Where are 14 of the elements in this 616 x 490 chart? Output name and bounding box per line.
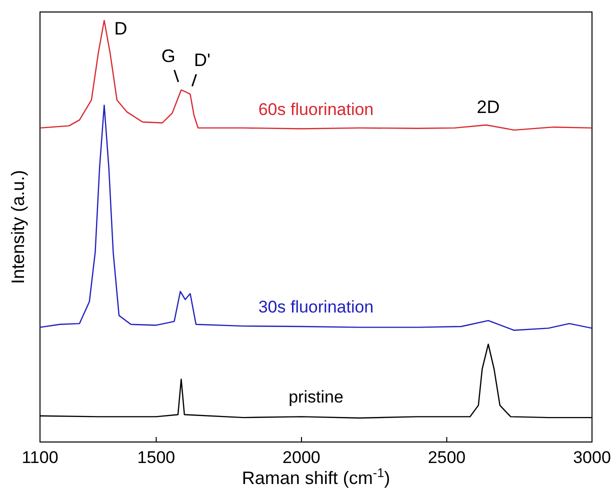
series-label: 60s fluorination: [258, 100, 374, 119]
annotation: 2D: [476, 96, 500, 117]
annotation: D: [114, 18, 128, 38]
x-tick-label: 2500: [428, 448, 466, 468]
x-tick-label: 3000: [573, 448, 611, 468]
x-axis-title: Raman shift (cm$^{-1}$): [242, 466, 390, 488]
y-axis-title: Intensity (a.u.): [8, 170, 28, 284]
x-tick-label: 2000: [282, 448, 320, 468]
series-label: pristine: [288, 388, 344, 407]
series-label: 30s fluorination: [258, 297, 374, 316]
annotation: D': [194, 50, 210, 70]
x-tick-label: 1500: [137, 448, 176, 468]
x-tick-label: 1100: [22, 448, 58, 468]
annotation: G: [161, 46, 176, 66]
